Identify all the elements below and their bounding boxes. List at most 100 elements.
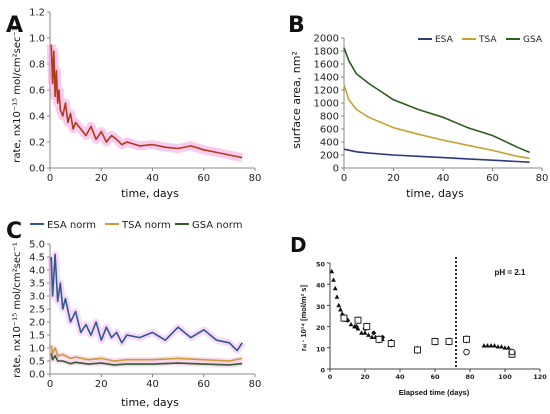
panel-b-y-tick-label: 0	[333, 164, 339, 175]
panel-d-point-triangle	[506, 345, 511, 350]
panel-b-y-tick-label: 1800	[314, 47, 339, 58]
panel-d-label: D	[290, 233, 307, 257]
panel-d-point-triangle	[492, 343, 497, 348]
panel-c-x-tick-label: 60	[197, 379, 210, 390]
panel-d: D rₛᵢ · 10¹⁴ [mol/m² s] Elapsed time (da…	[290, 233, 547, 397]
panel-c-plot-area: 0 20 40 60 80 0.0 0.5 1.0 1.5 2.0 2.5 3.0 3.5 4.0 4.5 5…	[29, 220, 261, 390]
panel-d-x-tick-label: 40	[395, 373, 405, 381]
panel-d-x-tick-label: 120	[533, 373, 547, 381]
panel-b-x-tick-label: 60	[486, 173, 499, 184]
panel-b-y-tick-label: 1200	[314, 86, 339, 97]
panel-b-plot-area: 0 20 40 60 800200400600800100012001400160018…	[314, 34, 549, 185]
panel-c-y-tick-label: 2.5	[29, 305, 45, 316]
panel-d-x-tick-label: 80	[465, 373, 475, 381]
panel-b-x-tick-label: 40	[437, 173, 450, 184]
panel-b-legend-label: ESA	[435, 35, 454, 45]
panel-d-y-tick-label: 0	[320, 367, 325, 375]
panel-d-point-triangle	[332, 285, 338, 291]
panel-d-point-triangle	[355, 326, 361, 331]
panel-c-series-gsa-norm	[50, 353, 243, 366]
panel-d-point-diamond	[353, 324, 359, 330]
panel-d-point-square	[354, 316, 362, 324]
panel-a-x-tick-label: 60	[197, 173, 210, 184]
panel-d-point-triangle	[329, 268, 335, 274]
panel-b-series-gsa	[343, 47, 530, 154]
panel-b-y-tick-label: 1600	[314, 60, 339, 71]
panel-d-point-triangle	[495, 344, 501, 349]
panel-b-y-tick-label: 200	[320, 151, 339, 162]
panel-c-y-tick-label: 3.0	[29, 292, 45, 303]
panel-c-x-axis-label: time, days	[121, 396, 179, 409]
panel-c-y-tick-label: 4.5	[29, 253, 45, 264]
panel-c-y-tick-label: 0.5	[29, 357, 45, 368]
panel-a-error-band	[46, 44, 244, 163]
panel-a-rate-line	[50, 44, 243, 159]
panel-d-point-square	[387, 340, 395, 348]
panel-b-x-tick-label: 80	[536, 173, 549, 184]
panel-b-y-tick-label: 1400	[314, 73, 339, 84]
panel-d-point-square	[375, 335, 383, 343]
panel-c-legend-label: TSA norm	[121, 220, 171, 231]
panel-d-point-square	[414, 346, 421, 354]
panel-d-x-tick-label: 0	[328, 373, 333, 381]
panel-d-point-triangle	[334, 294, 340, 299]
panel-d-x-tick-label: 20	[360, 373, 370, 381]
panel-c-x-tick-label: 20	[95, 379, 108, 390]
panel-d-point-triangle	[331, 277, 336, 282]
panel-d-point-circle	[463, 348, 470, 356]
panel-c-y-axis-label: rate, nx10⁻¹⁵ mol/cm²sec⁻¹	[12, 242, 23, 378]
panel-b-legend-label: TSA	[478, 35, 497, 45]
panel-a-y-tick-label: 0.6	[29, 86, 45, 97]
panel-a-x-tick-label: 0	[47, 173, 53, 184]
panel-d-point-square	[431, 337, 439, 345]
panel-d-point-triangle	[366, 332, 371, 337]
panel-a-label: A	[6, 13, 23, 38]
panel-d-point-square	[363, 323, 371, 331]
panel-a-y-axis-label: rate, nx10⁻¹⁵ mol/cm²sec⁻¹	[12, 27, 23, 163]
panel-b-series-tsa	[343, 84, 530, 160]
panel-c-y-tick-label: 1.5	[29, 331, 45, 342]
panel-c-series-tsa-norm	[50, 345, 243, 362]
panel-b: B surface area, nm² time, days 0 20 40 60 80…	[288, 13, 548, 200]
panel-b-y-tick-label: 800	[320, 112, 339, 123]
panel-d-y-tick-label: 50	[316, 261, 326, 269]
panel-d-y-tick-label: 30	[316, 303, 326, 311]
panel-a-y-tick-label: 0.4	[29, 112, 45, 123]
panel-c-y-tick-label: 0.0	[29, 370, 45, 381]
panel-d-point-triangle	[362, 330, 368, 335]
panel-c-legend-label: ESA norm	[47, 220, 96, 231]
panel-b-y-tick-label: 2000	[314, 34, 339, 45]
panel-d-y-axis-label: rₛᵢ · 10¹⁴ [mol/m² s]	[299, 285, 308, 351]
panel-c-x-tick-label: 40	[146, 379, 159, 390]
panel-a: A rate, nx10⁻¹⁵ mol/cm²sec⁻¹ time, days …	[6, 8, 261, 201]
panel-c-y-tick-label: 1.0	[29, 344, 45, 355]
panel-a-y-tick-label: 1.0	[29, 34, 45, 45]
panel-b-x-axis-label: time, days	[406, 187, 464, 200]
panel-d-point-triangle	[348, 321, 354, 327]
panel-d-y-tick-label: 10	[316, 345, 326, 353]
panel-b-legend-label: GSA	[523, 35, 543, 45]
panel-a-plot-area: 0 20 40 60 80 0.0 0.2 0.4 0.6 0.8 1.0 1.2	[29, 8, 261, 185]
panel-b-x-tick-label: 20	[387, 173, 400, 184]
panel-d-point-triangle	[336, 302, 342, 308]
panel-a-x-tick-label: 20	[95, 173, 108, 184]
panel-d-point-triangle	[481, 343, 487, 348]
panel-d-point-square	[463, 335, 470, 343]
panel-b-y-tick-label: 1000	[314, 99, 339, 110]
panel-b-y-tick-label: 600	[320, 125, 339, 136]
panel-d-x-axis-label: Elapsed time (days)	[399, 388, 470, 397]
panel-c-series-esa-norm	[50, 253, 243, 352]
panel-a-y-tick-label: 0.2	[29, 138, 45, 149]
panel-d-y-tick-label: 40	[316, 282, 326, 290]
panel-d-x-tick-label: 100	[498, 373, 512, 381]
panel-d-point-square	[445, 337, 453, 345]
panel-b-label: B	[288, 13, 305, 38]
panel-d-point-triangle	[488, 343, 494, 348]
panel-c-y-tick-label: 5.0	[29, 240, 45, 251]
panel-a-y-tick-label: 0.8	[29, 60, 45, 71]
panel-d-point-triangle	[338, 307, 343, 312]
panel-a-x-tick-label: 40	[146, 173, 159, 184]
panel-b-y-axis-label: surface area, nm²	[290, 51, 303, 149]
panel-b-series-esa	[343, 148, 530, 163]
panel-c-x-tick-label: 0	[47, 379, 53, 390]
